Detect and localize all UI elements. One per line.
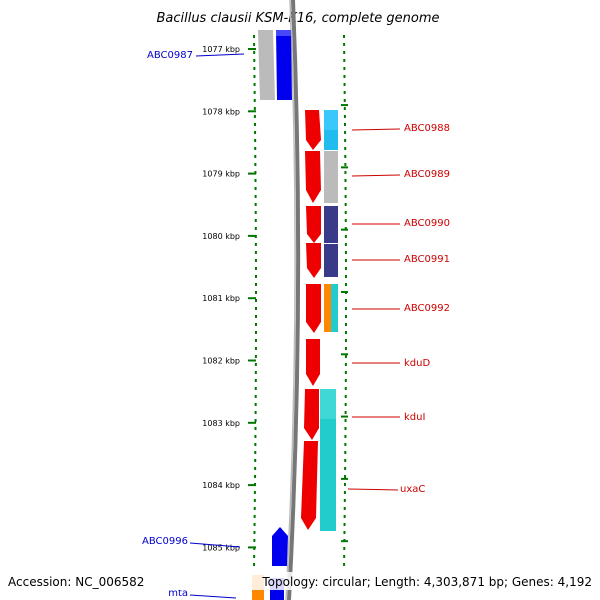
kbp-label: 1081 kbp (202, 294, 240, 303)
gene-label: ABC0987 (147, 50, 193, 61)
kbp-tick (248, 421, 256, 424)
gene-arrow-uxac (301, 441, 318, 530)
kbp-label: 1084 kbp (202, 481, 240, 490)
kbp-tick-right (341, 415, 348, 418)
kbp-tick-right (341, 353, 348, 356)
gene-feature-blue-top (276, 30, 292, 100)
accession-text: Accession: NC_006582 (8, 575, 144, 589)
kbp-label: 1085 kbp (202, 543, 240, 552)
kbp-tick (248, 546, 256, 549)
map-title: Bacillus clausii KSM-K16, complete genom… (156, 11, 439, 26)
kbp-tick (248, 297, 256, 300)
kbp-tick (248, 172, 256, 175)
right-gene-labels: ABC0988 ABC0989 ABC0990 ABC0991 ABC0992 … (400, 123, 450, 495)
kbp-tick-right (341, 477, 348, 480)
gene-label: kduD (404, 358, 430, 369)
topology-text: Topology: circular; Length: 4,303,871 bp… (261, 575, 592, 589)
gene-arrow-abc0989 (305, 151, 321, 203)
class-box-abc0992-teal (331, 284, 338, 332)
kbp-tick-right (341, 290, 348, 293)
gene-arrow-kdud (306, 339, 320, 386)
kbp-tick (248, 234, 256, 237)
gene-label: kduI (404, 412, 425, 423)
kbp-tick (248, 110, 256, 113)
kbp-tick-right (341, 104, 348, 107)
right-dotted-track (343, 35, 347, 566)
kbp-label: 1080 kbp (202, 232, 240, 241)
class-box-abc0989 (324, 151, 338, 203)
kbp-tick (248, 48, 256, 50)
kbp-label: 1078 kbp (202, 107, 240, 116)
gene-arrow-abc0992 (306, 284, 321, 333)
gene-arrow-abc0988 (305, 110, 321, 150)
gene-arrow-abc0991 (306, 243, 321, 278)
gene-label: ABC0988 (404, 123, 450, 134)
gene-arrow-abc0996 (272, 527, 288, 566)
class-box-abc0990 (324, 206, 338, 243)
gene-label: ABC0990 (404, 218, 450, 229)
class-box-abc0992-orange (324, 284, 331, 332)
kbp-tick-right (341, 540, 348, 543)
gene-label: ABC0991 (404, 254, 450, 265)
gene-features (252, 30, 338, 600)
class-box-kdui-uxac (320, 389, 336, 531)
gene-arrow-kdui (304, 389, 319, 440)
gene-arrow-abc0990 (306, 206, 321, 243)
kbp-label: 1082 kbp (202, 357, 240, 366)
kbp-tick (248, 359, 256, 362)
left-gene-labels: ABC0987 ABC0996 mta (142, 50, 193, 599)
gene-label: ABC0989 (404, 169, 450, 180)
kbp-tick-right (341, 228, 348, 231)
gene-label: ABC0996 (142, 536, 188, 547)
gene-label: ABC0992 (404, 303, 450, 314)
gene-feature-gray-top (258, 30, 275, 100)
genome-backbone (285, 0, 301, 600)
kbp-tick (248, 484, 256, 487)
label-connectors (189, 53, 401, 599)
kbp-label: 1077 kbp (202, 45, 240, 54)
left-dotted-track (253, 35, 257, 566)
gene-label: mta (168, 588, 188, 599)
class-box-abc0991 (324, 244, 338, 277)
kbp-label: 1083 kbp (202, 419, 240, 428)
kbp-label: 1079 kbp (202, 170, 240, 179)
kbp-tick-right (341, 166, 348, 169)
kbp-scale: 1077 kbp 1078 kbp 1079 kbp 1080 kbp 1081 kbp… (202, 45, 348, 552)
gene-label: uxaC (400, 484, 425, 495)
